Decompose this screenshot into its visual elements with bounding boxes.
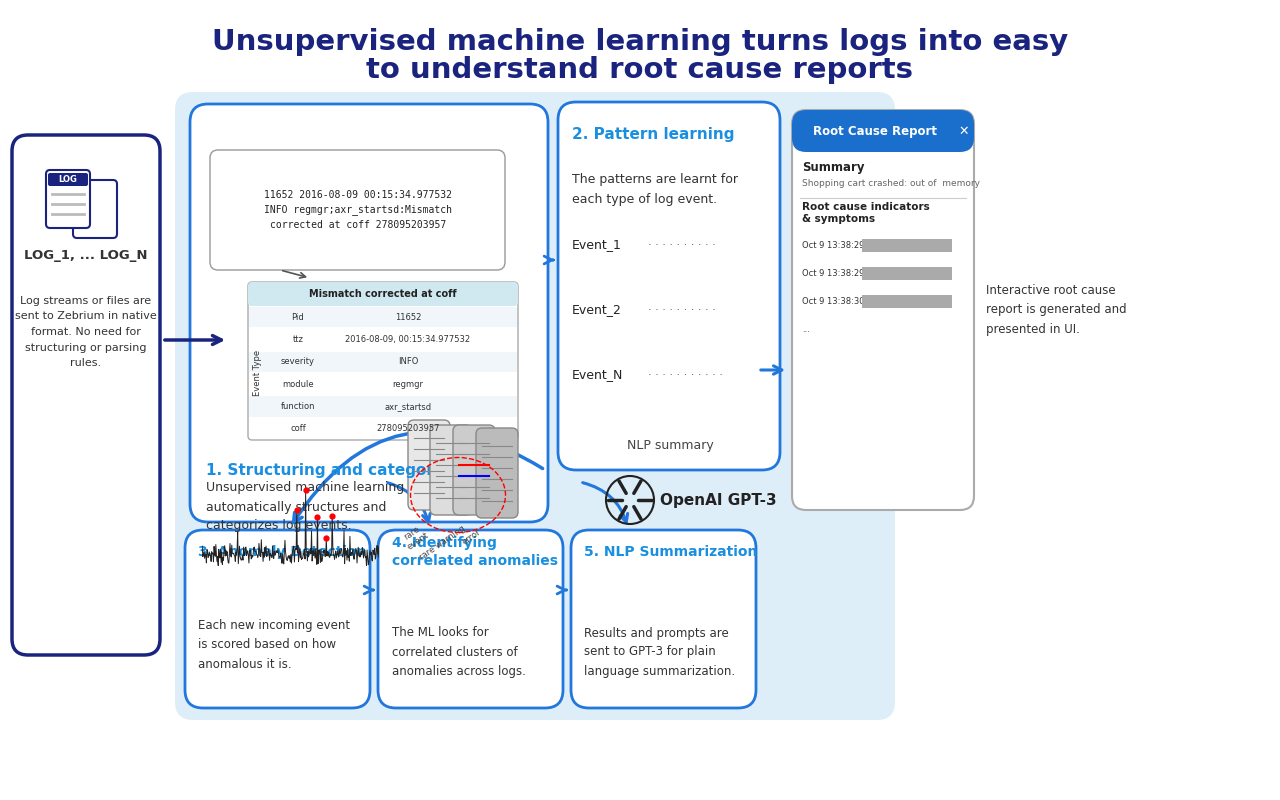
FancyBboxPatch shape xyxy=(571,530,756,708)
FancyBboxPatch shape xyxy=(189,104,548,522)
FancyBboxPatch shape xyxy=(12,135,160,655)
Text: · · · · · · · · · · ·: · · · · · · · · · · · xyxy=(648,370,723,380)
Text: Event_N: Event_N xyxy=(572,369,623,382)
Text: LOG: LOG xyxy=(59,174,77,183)
Text: 11652: 11652 xyxy=(394,313,421,322)
Text: function: function xyxy=(280,402,315,411)
Text: Root cause indicators
& symptoms: Root cause indicators & symptoms xyxy=(803,202,929,224)
Text: Results and prompts are
sent to GPT-3 for plain
language summarization.: Results and prompts are sent to GPT-3 fo… xyxy=(584,626,735,678)
Text: Root Cause Report: Root Cause Report xyxy=(813,125,937,138)
FancyBboxPatch shape xyxy=(248,282,518,440)
FancyBboxPatch shape xyxy=(73,180,116,238)
Text: regmgr: regmgr xyxy=(393,380,424,389)
FancyBboxPatch shape xyxy=(186,530,370,708)
FancyBboxPatch shape xyxy=(861,267,952,280)
Text: Oct 9 13:38:29: Oct 9 13:38:29 xyxy=(803,241,864,250)
Text: severity: severity xyxy=(282,358,315,366)
FancyBboxPatch shape xyxy=(248,282,518,306)
FancyBboxPatch shape xyxy=(792,110,974,152)
Text: 3. Anomaly Detection: 3. Anomaly Detection xyxy=(198,545,366,559)
Text: rare
event: rare event xyxy=(399,522,430,552)
Text: Event_1: Event_1 xyxy=(572,238,622,251)
Text: Shopping cart crashed: out of  memory: Shopping cart crashed: out of memory xyxy=(803,179,980,189)
Text: Mismatch corrected at coff: Mismatch corrected at coff xyxy=(310,289,457,299)
Text: Each new incoming event
is scored based on how
anomalous it is.: Each new incoming event is scored based … xyxy=(198,619,351,670)
Text: Event Type: Event Type xyxy=(253,350,262,396)
Text: Unsupervised machine learning
automatically structures and
categorizes log event: Unsupervised machine learning automatica… xyxy=(206,482,404,533)
FancyBboxPatch shape xyxy=(250,307,517,327)
Text: · · · · · · · · · ·: · · · · · · · · · · xyxy=(648,305,716,315)
FancyBboxPatch shape xyxy=(210,150,506,270)
FancyBboxPatch shape xyxy=(476,428,518,518)
Text: OpenAI GPT-3: OpenAI GPT-3 xyxy=(660,493,777,507)
FancyBboxPatch shape xyxy=(250,352,517,372)
FancyBboxPatch shape xyxy=(430,425,472,515)
Text: Pid: Pid xyxy=(292,313,305,322)
Text: Log streams or files are
sent to Zebrium in native
format. No need for
structuri: Log streams or files are sent to Zebrium… xyxy=(15,296,157,368)
FancyBboxPatch shape xyxy=(861,239,952,252)
FancyBboxPatch shape xyxy=(408,420,451,510)
Text: · · · · · · · · · ·: · · · · · · · · · · xyxy=(648,240,716,250)
FancyBboxPatch shape xyxy=(558,102,780,470)
Text: Unsupervised machine learning turns logs into easy: Unsupervised machine learning turns logs… xyxy=(212,28,1068,56)
FancyBboxPatch shape xyxy=(46,170,90,228)
FancyBboxPatch shape xyxy=(861,295,952,308)
Text: Oct 9 13:38:29: Oct 9 13:38:29 xyxy=(803,269,864,278)
Text: rare warning: rare warning xyxy=(417,524,467,562)
Text: Summary: Summary xyxy=(803,162,864,174)
Text: to understand root cause reports: to understand root cause reports xyxy=(366,56,914,84)
Text: Oct 9 13:38:30: Oct 9 13:38:30 xyxy=(803,297,864,306)
Text: error: error xyxy=(461,527,483,546)
Text: 1. Structuring and categorization: 1. Structuring and categorization xyxy=(206,462,492,478)
FancyBboxPatch shape xyxy=(250,396,517,417)
Text: NLP summary: NLP summary xyxy=(627,438,713,451)
FancyBboxPatch shape xyxy=(49,173,88,186)
Text: 4. Identifying
correlated anomalies: 4. Identifying correlated anomalies xyxy=(392,536,558,568)
Text: Event_2: Event_2 xyxy=(572,303,622,317)
Text: ttz: ttz xyxy=(293,335,303,344)
FancyBboxPatch shape xyxy=(175,92,895,720)
Text: ✕: ✕ xyxy=(959,125,969,138)
FancyBboxPatch shape xyxy=(792,110,974,510)
Text: 2016-08-09, 00:15:34.977532: 2016-08-09, 00:15:34.977532 xyxy=(346,335,471,344)
Text: 2. Pattern learning: 2. Pattern learning xyxy=(572,127,735,142)
Text: LOG_1, ... LOG_N: LOG_1, ... LOG_N xyxy=(24,249,147,262)
Text: coff: coff xyxy=(291,424,306,434)
Text: ...: ... xyxy=(803,325,810,334)
Text: 11652 2016-08-09 00:15:34.977532
INFO regmgr;axr_startsd:Mismatch
corrected at c: 11652 2016-08-09 00:15:34.977532 INFO re… xyxy=(264,190,452,230)
Text: The patterns are learnt for
each type of log event.: The patterns are learnt for each type of… xyxy=(572,174,739,206)
Text: 278095203957: 278095203957 xyxy=(376,424,440,434)
Text: INFO: INFO xyxy=(398,358,419,366)
Text: module: module xyxy=(282,380,314,389)
FancyBboxPatch shape xyxy=(453,425,495,515)
FancyBboxPatch shape xyxy=(378,530,563,708)
Text: The ML looks for
correlated clusters of
anomalies across logs.: The ML looks for correlated clusters of … xyxy=(392,626,526,678)
Text: axr_startsd: axr_startsd xyxy=(384,402,431,411)
Text: Interactive root cause
report is generated and
presented in UI.: Interactive root cause report is generat… xyxy=(986,285,1126,335)
Text: 5. NLP Summarization: 5. NLP Summarization xyxy=(584,545,758,559)
